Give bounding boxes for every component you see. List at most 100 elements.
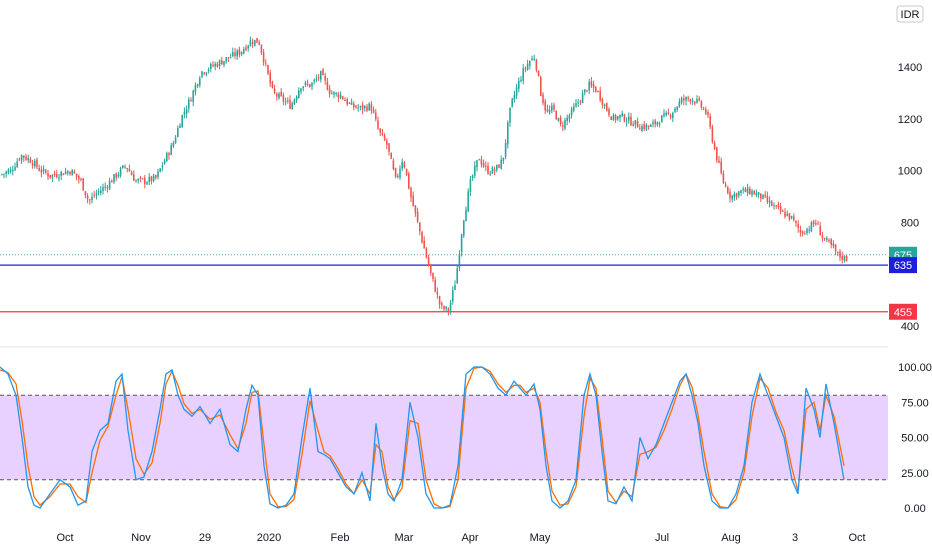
candle-body: [474, 165, 476, 176]
time-tick-label: Mar: [395, 532, 414, 544]
candle-body: [203, 72, 205, 74]
candle-body: [333, 91, 335, 95]
candle-body: [403, 162, 406, 168]
stochastic-axis[interactable]: 0.00 25.00 50.00 75.00 100.00: [898, 362, 932, 515]
candle-body: [724, 184, 727, 187]
candle-body: [423, 240, 425, 249]
candle-body: [223, 60, 225, 66]
candle-body: [597, 90, 599, 92]
candle-body: [34, 160, 36, 167]
candle-body: [559, 117, 562, 125]
candle-body: [80, 178, 82, 180]
candle-body: [709, 115, 711, 127]
candle-body: [815, 223, 817, 225]
candle-body: [518, 80, 520, 89]
candle-body: [399, 168, 401, 178]
candle-body: [553, 104, 555, 110]
candle-body: [104, 186, 106, 188]
candle-body: [445, 306, 447, 309]
candle-body: [476, 160, 478, 168]
candle-body: [683, 98, 685, 101]
candle-body: [749, 188, 751, 195]
candle-body: [386, 140, 388, 145]
candle-body: [188, 99, 190, 109]
candle-body: [513, 94, 516, 100]
candle-body: [38, 168, 40, 171]
candle-body: [102, 187, 104, 191]
price-axis[interactable]: 400 800 1000 1200 1400: [898, 62, 922, 333]
time-tick-label: 29: [199, 532, 211, 544]
candle-body: [375, 112, 377, 120]
candle-body: [265, 63, 267, 65]
candle-body: [676, 106, 678, 110]
candle-body: [678, 101, 681, 107]
candle-body: [531, 58, 533, 61]
candle-body: [247, 45, 249, 49]
candle-body: [804, 233, 806, 235]
candle-body: [174, 137, 177, 143]
candle-body: [359, 106, 362, 108]
candle-body: [588, 81, 590, 91]
candle-body: [16, 161, 18, 167]
candle-body: [311, 82, 313, 87]
candle-body: [621, 113, 623, 117]
candle-body: [658, 123, 661, 125]
candle-body: [469, 179, 472, 192]
candle-body: [289, 99, 291, 109]
candle-body: [260, 44, 263, 53]
candle-body: [696, 98, 698, 103]
candle-body: [555, 111, 557, 120]
candle-body: [729, 191, 731, 198]
candle-body: [467, 191, 469, 212]
candle-body: [304, 82, 307, 85]
candle-body: [18, 159, 21, 161]
time-tick-label: Nov: [131, 532, 151, 544]
candle-body: [625, 121, 628, 123]
candle-body: [361, 104, 364, 110]
candle-body: [225, 57, 227, 62]
candle-body: [843, 255, 846, 261]
candle-body: [705, 109, 707, 114]
candle-body: [298, 90, 300, 98]
candle-body: [410, 187, 412, 198]
candle-body: [47, 173, 49, 177]
candle-body: [117, 174, 120, 177]
candle-body: [656, 122, 659, 125]
candle-body: [711, 127, 714, 142]
level-label-455: 455: [889, 303, 917, 320]
candle-body: [75, 173, 78, 177]
candle-body: [797, 223, 799, 229]
candle-body: [190, 100, 192, 102]
candle-body: [229, 57, 232, 59]
candle-body: [841, 255, 843, 260]
candle-body: [489, 173, 491, 175]
candle-body: [372, 109, 375, 113]
time-axis[interactable]: Oct Nov 29 2020 Feb Mar Apr May Jul Aug 3 Oct: [56, 532, 865, 544]
level-label-bg: [889, 257, 917, 274]
candle-body: [152, 175, 155, 181]
candle-body: [89, 199, 91, 201]
candle-body: [592, 84, 595, 88]
candle-body: [73, 171, 76, 174]
stochastic-line-signal: [0, 366, 845, 509]
currency-label: IDR: [901, 9, 920, 21]
candle-body: [564, 119, 566, 129]
candle-body: [326, 81, 329, 90]
time-tick-label: Aug: [721, 532, 741, 544]
candle-body: [524, 68, 527, 70]
candle-body: [771, 201, 773, 206]
stochastic-panel[interactable]: 0.00 25.00 50.00 75.00 100.00: [0, 362, 932, 515]
candle-body: [130, 172, 133, 176]
candle-body: [619, 114, 621, 118]
currency-badge[interactable]: IDR: [896, 5, 924, 23]
candle-body: [595, 87, 597, 93]
candle-body: [784, 212, 786, 217]
candle-body: [606, 103, 608, 111]
candle-body: [394, 168, 397, 177]
candle-body: [766, 196, 769, 202]
candle-body: [339, 95, 342, 98]
candle-body: [746, 187, 749, 194]
candle-body: [685, 96, 687, 101]
